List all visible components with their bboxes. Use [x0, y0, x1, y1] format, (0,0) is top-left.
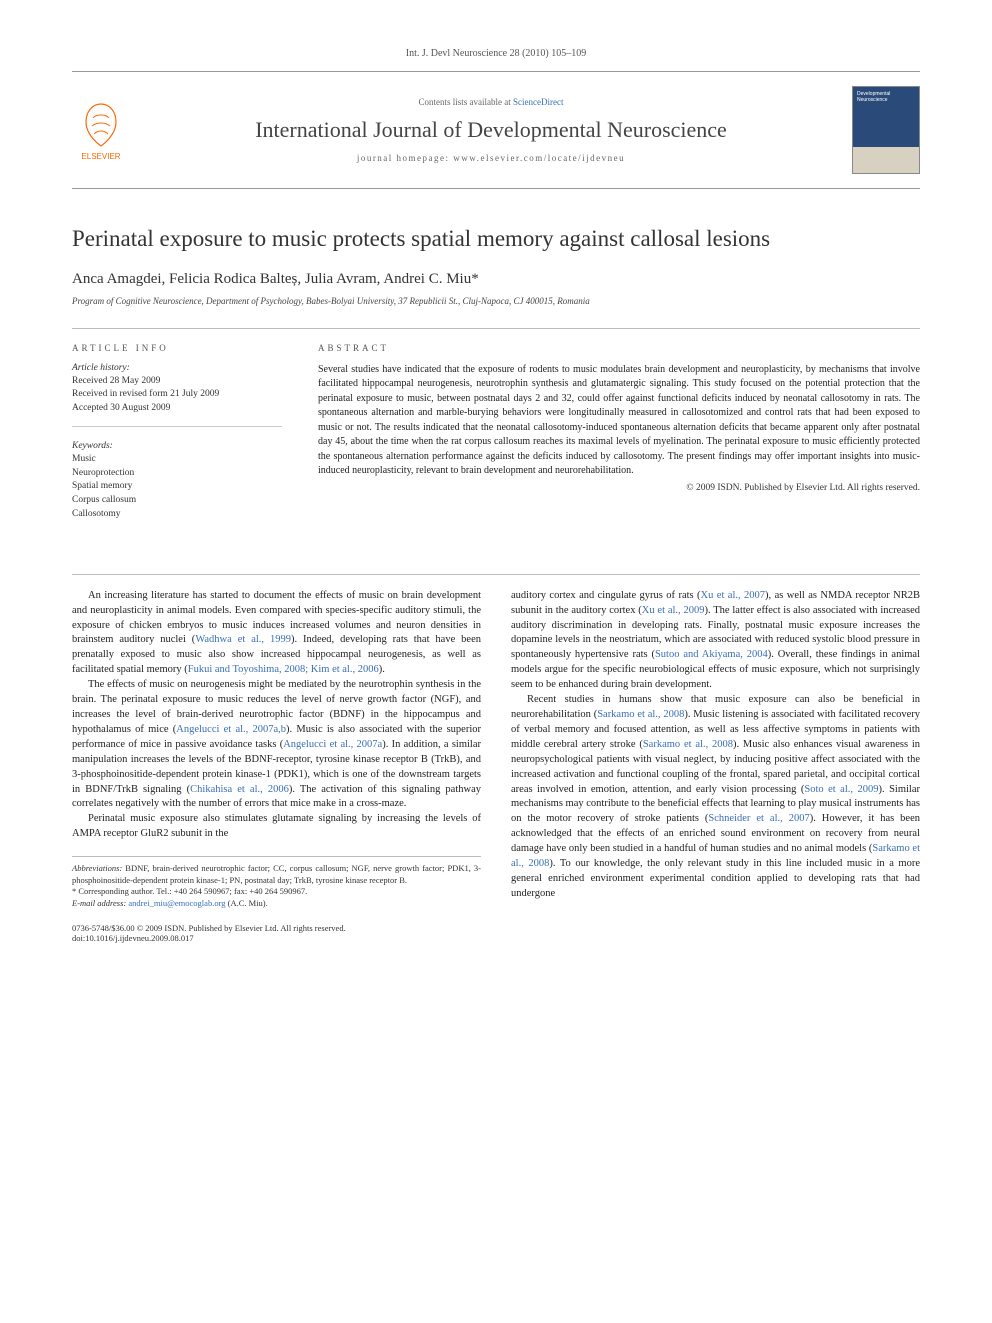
citation-link[interactable]: Schneider et al., 2007 [708, 813, 809, 824]
keywords-block: Keywords: Music Neuroprotection Spatial … [72, 441, 282, 532]
info-abstract-row: ARTICLE INFO Article history: Received 2… [72, 343, 920, 546]
footnotes: Abbreviations: BDNF, brain-derived neuro… [72, 856, 481, 909]
revised-line: Received in revised form 21 July 2009 [72, 388, 282, 402]
divider [72, 328, 920, 329]
elsevier-logo: ELSEVIER [72, 95, 130, 165]
homepage-line: journal homepage: www.elsevier.com/locat… [148, 153, 834, 163]
citation-link[interactable]: Sarkamo et al., 2008 [643, 739, 733, 750]
info-heading: ARTICLE INFO [72, 343, 282, 353]
body-paragraph: The effects of music on neurogenesis mig… [72, 678, 481, 812]
abbr-text: BDNF, brain-derived neurotrophic factor;… [72, 863, 481, 884]
abstract-column: ABSTRACT Several studies have indicated … [318, 343, 920, 546]
text-run: ). To our knowledge, the only relevant s… [511, 858, 920, 899]
keyword: Corpus callosum [72, 494, 282, 508]
contents-line: Contents lists available at ScienceDirec… [148, 97, 834, 107]
authors: Anca Amagdei, Felicia Rodica Balteș, Jul… [72, 271, 920, 288]
contents-prefix: Contents lists available at [419, 97, 513, 107]
keywords-label: Keywords: [72, 441, 282, 451]
affiliation: Program of Cognitive Neuroscience, Depar… [72, 296, 920, 306]
history-block: Article history: Received 28 May 2009 Re… [72, 363, 282, 427]
citation-link[interactable]: Angelucci et al., 2007a,b [176, 724, 286, 735]
homepage-url[interactable]: www.elsevier.com/locate/ijdevneu [453, 153, 625, 163]
homepage-prefix: journal homepage: [357, 153, 453, 163]
abbr-label: Abbreviations: [72, 863, 122, 873]
footer-doi: doi:10.1016/j.ijdevneu.2009.08.017 [72, 933, 920, 943]
email-suffix: (A.C. Miu). [226, 898, 268, 908]
header-citation: Int. J. Devl Neuroscience 28 (2010) 105–… [72, 48, 920, 59]
abstract-text: Several studies have indicated that the … [318, 363, 920, 479]
cover-label: Developmental Neuroscience [857, 91, 915, 103]
email-line: E-mail address: andrei_miu@emocoglab.org… [72, 898, 481, 909]
body-paragraph: Perinatal music exposure also stimulates… [72, 812, 481, 842]
citation-link[interactable]: Sarkamo et al., 2008 [597, 709, 684, 720]
body-paragraph: auditory cortex and cingulate gyrus of r… [511, 589, 920, 693]
abstract-copyright: © 2009 ISDN. Published by Elsevier Ltd. … [318, 483, 920, 493]
text-run: Perinatal music exposure also stimulates… [72, 813, 481, 839]
article-title: Perinatal exposure to music protects spa… [72, 225, 920, 253]
citation-link[interactable]: Wadhwa et al., 1999 [195, 634, 291, 645]
email-label: E-mail address: [72, 898, 126, 908]
banner-center: Contents lists available at ScienceDirec… [148, 97, 834, 163]
citation-link[interactable]: Xu et al., 2007 [701, 590, 766, 601]
right-column: auditory cortex and cingulate gyrus of r… [511, 589, 920, 909]
text-run: ). [379, 664, 385, 675]
body-paragraph: An increasing literature has started to … [72, 589, 481, 678]
citation-link[interactable]: Sutoo and Akiyama, 2004 [655, 649, 768, 660]
email-link[interactable]: andrei_miu@emocoglab.org [126, 898, 225, 908]
journal-name: International Journal of Developmental N… [148, 117, 834, 143]
keyword: Music [72, 453, 282, 467]
footer-copyright: 0736-5748/$36.00 © 2009 ISDN. Published … [72, 923, 920, 933]
citation-link[interactable]: Xu et al., 2009 [642, 605, 705, 616]
received-line: Received 28 May 2009 [72, 375, 282, 389]
citation-link[interactable]: Angelucci et al., 2007a [283, 739, 382, 750]
journal-banner: ELSEVIER Contents lists available at Sci… [72, 71, 920, 189]
keyword: Callosotomy [72, 508, 282, 522]
history-label: Article history: [72, 363, 282, 373]
body-paragraph: Recent studies in humans show that music… [511, 693, 920, 902]
journal-cover-thumb: Developmental Neuroscience [852, 86, 920, 174]
keyword: Spatial memory [72, 480, 282, 494]
accepted-line: Accepted 30 August 2009 [72, 402, 282, 416]
citation-link[interactable]: Fukui and Toyoshima, 2008; Kim et al., 2… [188, 664, 379, 675]
divider [72, 574, 920, 575]
sciencedirect-link[interactable]: ScienceDirect [513, 97, 563, 107]
body-columns: An increasing literature has started to … [72, 589, 920, 909]
left-column: An increasing literature has started to … [72, 589, 481, 909]
abbreviations-line: Abbreviations: BDNF, brain-derived neuro… [72, 863, 481, 886]
text-run: auditory cortex and cingulate gyrus of r… [511, 590, 701, 601]
article-info: ARTICLE INFO Article history: Received 2… [72, 343, 282, 546]
abstract-heading: ABSTRACT [318, 343, 920, 353]
keyword: Neuroprotection [72, 467, 282, 481]
citation-link[interactable]: Chikahisa et al., 2006 [190, 784, 289, 795]
citation-link[interactable]: Soto et al., 2009 [804, 784, 878, 795]
publisher-name: ELSEVIER [81, 152, 120, 161]
corresponding-author-line: * Corresponding author. Tel.: +40 264 59… [72, 886, 481, 897]
page-footer: 0736-5748/$36.00 © 2009 ISDN. Published … [72, 923, 920, 943]
